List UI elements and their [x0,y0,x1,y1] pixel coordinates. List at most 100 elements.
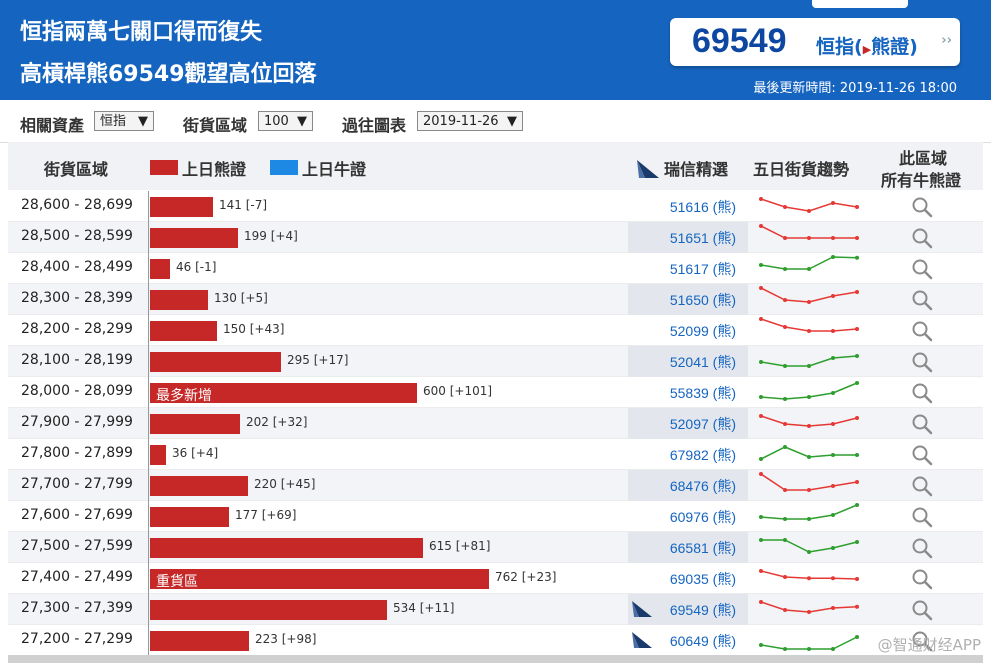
bear-bar[interactable] [150,352,281,372]
horizontal-scrollbar[interactable] [8,655,983,663]
bear-bar[interactable] [150,259,170,279]
bar-value-label: 295 [+17] [287,353,349,367]
warrant-code-link[interactable]: 51616 (熊) [669,199,736,215]
bar-axis-line [148,284,149,315]
trend-sparkline[interactable] [751,440,861,469]
dropdown-arrow-icon: ▼ [297,114,307,129]
range-select[interactable]: 100 ▼ [258,111,313,131]
warrant-code-link[interactable]: 51617 (熊) [669,261,736,277]
search-icon[interactable] [911,320,933,342]
search-icon[interactable] [911,413,933,435]
pick-cell: 51650 (熊) [628,284,748,315]
trend-point [831,453,835,457]
bear-bar[interactable] [150,321,217,341]
bear-bar[interactable] [150,476,248,496]
search-icon[interactable] [911,444,933,466]
pick-cell: 51651 (熊) [628,222,748,253]
trend-sparkline[interactable] [751,502,861,531]
bear-bar[interactable] [150,445,166,465]
trend-point [831,513,835,517]
warrant-code-link[interactable]: 60649 (熊) [669,633,736,649]
bear-bar[interactable] [150,600,387,620]
pick-cell: 60976 (熊) [628,501,748,532]
date-select[interactable]: 2019-11-26 ▼ [417,111,523,131]
search-icon[interactable] [911,227,933,249]
search-icon[interactable] [911,506,933,528]
warrant-code-link[interactable]: 68476 (熊) [669,478,736,494]
trend-point [783,647,787,651]
search-icon[interactable] [911,537,933,559]
search-icon[interactable] [911,258,933,280]
search-icon[interactable] [911,289,933,311]
trend-sparkline[interactable] [751,409,861,438]
trend-point [855,327,859,331]
bar-axis-line [148,315,149,346]
warrant-code-link[interactable]: 52041 (熊) [669,354,736,370]
search-icon[interactable] [911,568,933,590]
bear-bar[interactable] [150,507,229,527]
trend-sparkline[interactable] [751,595,861,624]
trend-point [783,267,787,271]
search-icon[interactable] [911,351,933,373]
warrant-code-link[interactable]: 69035 (熊) [669,571,736,587]
bar-axis-line [148,625,149,656]
range-label: 28,500 - 28,599 [21,228,133,244]
top-tab[interactable] [812,0,908,8]
bear-bar[interactable]: 最多新增 [150,383,417,404]
trend-sparkline[interactable] [751,192,861,221]
trend-sparkline[interactable] [751,471,861,500]
warrant-code-link[interactable]: 51650 (熊) [669,292,736,308]
trend-sparkline[interactable] [751,626,861,655]
trend-point [855,453,859,457]
search-icon[interactable] [911,630,933,652]
search-icon[interactable] [911,599,933,621]
featured-warrant-code: 69549 [692,22,787,60]
trend-sparkline[interactable] [751,316,861,345]
trend-point [783,325,787,329]
warrant-code-link[interactable]: 52097 (熊) [669,416,736,432]
trend-point [783,205,787,209]
warrant-code-link[interactable]: 60976 (熊) [669,509,736,525]
featured-warrant-button[interactable]: 69549 恒指(▶熊證) ›› [670,18,960,66]
trend-sparkline[interactable] [751,285,861,314]
warrant-code-link[interactable]: 67982 (熊) [669,447,736,463]
data-table: 28,600 - 28,699 141 [-7] 51616 (熊) 28,500 -… [8,191,983,656]
trend-sparkline[interactable] [751,378,861,407]
search-icon[interactable] [911,475,933,497]
bear-bar[interactable] [150,228,238,248]
search-icon[interactable] [911,196,933,218]
trend-point [759,472,763,476]
bear-bar[interactable] [150,197,213,217]
bar-axis-line [148,377,149,408]
warrant-code-link[interactable]: 52099 (熊) [669,323,736,339]
warrant-code-link[interactable]: 66581 (熊) [669,540,736,556]
trend-sparkline[interactable] [751,223,861,252]
bear-bar[interactable] [150,414,240,434]
trend-sparkline[interactable] [751,347,861,376]
pick-cell: 69549 (熊) [628,594,748,625]
search-icon[interactable] [911,382,933,404]
bear-bar[interactable] [150,631,249,651]
trend-sparkline[interactable] [751,254,861,283]
trend-point [759,643,763,647]
trend-point [831,391,835,395]
range-label: 27,300 - 27,399 [21,600,133,616]
trend-sparkline[interactable] [751,533,861,562]
table-row: 27,500 - 27,599 615 [+81] 66581 (熊) [8,532,983,563]
trend-point [807,424,811,428]
warrant-code-link[interactable]: 69549 (熊) [669,602,736,618]
trend-point [807,647,811,651]
trend-point [855,381,859,385]
bear-bar[interactable] [150,538,423,558]
trend-point [855,635,859,639]
bear-bar[interactable] [150,290,208,310]
trend-sparkline[interactable] [751,564,861,593]
bear-bar[interactable]: 重貨區 [150,569,489,590]
trend-point [807,550,811,554]
bar-axis-line [148,532,149,563]
asset-select[interactable]: 恒指 ▼ [94,111,154,131]
warrant-code-link[interactable]: 51651 (熊) [669,230,736,246]
sail-logo-icon [632,601,652,617]
warrant-code-link[interactable]: 55839 (熊) [669,385,736,401]
trend-point [783,364,787,368]
